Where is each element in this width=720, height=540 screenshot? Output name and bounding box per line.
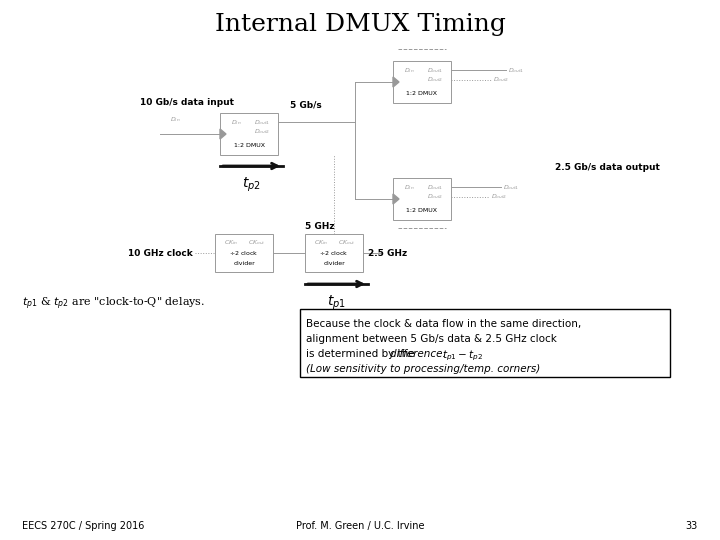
Text: $D_{out2}$: $D_{out2}$	[426, 76, 443, 84]
Bar	[393, 178, 451, 220]
Text: $t_{p1} - t_{p2}$: $t_{p1} - t_{p2}$	[442, 349, 483, 363]
Text: $CK_{in}$: $CK_{in}$	[224, 238, 238, 247]
Bar	[305, 234, 363, 272]
Text: 5 Gb/s: 5 Gb/s	[290, 101, 322, 110]
Text: 2.5 Gb/s data output: 2.5 Gb/s data output	[555, 163, 660, 172]
Text: 10 Gb/s data input: 10 Gb/s data input	[140, 98, 234, 107]
Text: $CK_{out}$: $CK_{out}$	[338, 238, 356, 247]
Bar	[220, 113, 278, 155]
Text: $D_{in}$: $D_{in}$	[170, 115, 180, 124]
Polygon shape	[393, 194, 399, 204]
Text: 33: 33	[685, 521, 698, 531]
Text: 10 GHz clock: 10 GHz clock	[128, 248, 193, 258]
Text: $D_{out1}$: $D_{out1}$	[426, 66, 443, 75]
Text: 1:2 DMUX: 1:2 DMUX	[407, 91, 438, 96]
Text: is determined by the: is determined by the	[306, 349, 418, 359]
Bar	[215, 234, 273, 272]
Text: $D_{out1}$: $D_{out1}$	[508, 66, 524, 75]
Text: $\div$2 clock: $\div$2 clock	[230, 249, 258, 257]
Text: $CK_{in}$: $CK_{in}$	[314, 238, 328, 247]
Text: 2.5 GHz: 2.5 GHz	[368, 248, 407, 258]
Text: $t_{p2}$: $t_{p2}$	[242, 176, 261, 194]
Text: alignment between 5 Gb/s data & 2.5 GHz clock: alignment between 5 Gb/s data & 2.5 GHz …	[306, 334, 557, 344]
Text: divider: divider	[323, 261, 345, 266]
Text: $D_{in}$: $D_{in}$	[404, 66, 415, 75]
Polygon shape	[220, 129, 226, 139]
Text: $D_{out1}$: $D_{out1}$	[503, 183, 519, 192]
Text: difference:: difference:	[390, 349, 449, 359]
Text: $t_{p1}$: $t_{p1}$	[327, 294, 346, 312]
Bar	[300, 309, 670, 377]
Text: $D_{out2}$: $D_{out2}$	[493, 76, 509, 84]
Text: Prof. M. Green / U.C. Irvine: Prof. M. Green / U.C. Irvine	[296, 521, 424, 531]
Text: divider: divider	[233, 261, 255, 266]
Text: 1:2 DMUX: 1:2 DMUX	[233, 143, 264, 148]
Text: 5 GHz: 5 GHz	[305, 222, 335, 231]
Text: 1:2 DMUX: 1:2 DMUX	[407, 208, 438, 213]
Text: Because the clock & data flow in the same direction,: Because the clock & data flow in the sam…	[306, 319, 581, 329]
Text: $CK_{out}$: $CK_{out}$	[248, 238, 266, 247]
Text: $D_{in}$: $D_{in}$	[404, 183, 415, 192]
Text: (Low sensitivity to processing/temp. corners): (Low sensitivity to processing/temp. cor…	[306, 364, 540, 374]
Bar	[393, 61, 451, 103]
Text: $D_{out1}$: $D_{out1}$	[426, 183, 443, 192]
Text: $D_{out2}$: $D_{out2}$	[491, 192, 508, 201]
Text: $D_{out1}$: $D_{out1}$	[253, 118, 270, 127]
Polygon shape	[393, 77, 399, 87]
Text: Internal DMUX Timing: Internal DMUX Timing	[215, 14, 505, 37]
Text: EECS 270C / Spring 2016: EECS 270C / Spring 2016	[22, 521, 145, 531]
Text: $t_{p1}$ & $t_{p2}$ are "clock-to-Q" delays.: $t_{p1}$ & $t_{p2}$ are "clock-to-Q" del…	[22, 296, 205, 312]
Text: $D_{in}$: $D_{in}$	[231, 118, 241, 127]
Text: $D_{out2}$: $D_{out2}$	[253, 127, 270, 136]
Text: $D_{out2}$: $D_{out2}$	[426, 192, 443, 201]
Text: $\div$2 clock: $\div$2 clock	[320, 249, 348, 257]
